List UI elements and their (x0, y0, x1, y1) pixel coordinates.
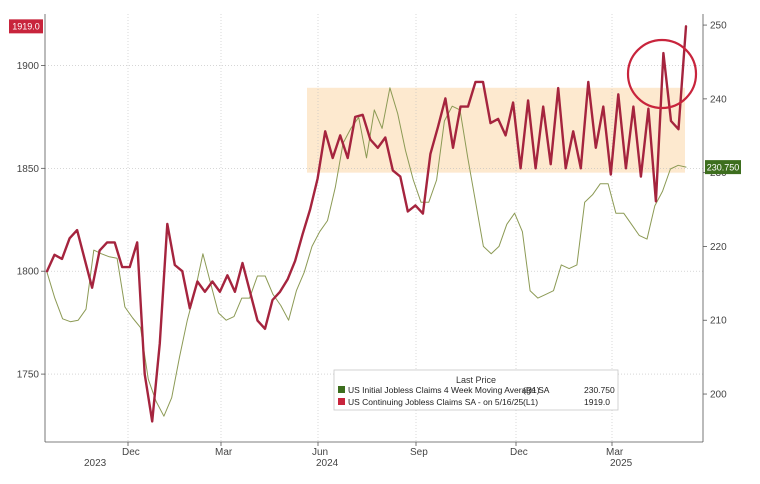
left-tick-label: 1900 (17, 61, 40, 72)
legend-swatch-initial-claims (338, 386, 345, 393)
legend-label-initial-claims: US Initial Jobless Claims 4 Week Moving … (348, 385, 550, 395)
legend-axis-initial-claims: (R1) (523, 385, 540, 395)
annotation-layer (626, 38, 698, 110)
legend: Last Price US Initial Jobless Claims 4 W… (333, 369, 619, 411)
highlight-band-layer (307, 87, 685, 173)
right-tick-label: 250 (710, 21, 727, 32)
right-tick-label: 200 (710, 390, 727, 401)
x-year-label: 2024 (316, 458, 339, 469)
x-tick-label: Jun (312, 447, 328, 458)
series-layer (45, 25, 688, 423)
x-tick-label: Mar (215, 447, 233, 458)
initial-claims-line (46, 87, 687, 417)
left-last-value-text: 1919.0 (12, 22, 40, 32)
axes-layer: 1750180018501900200210220230240250DecMar… (9, 14, 741, 469)
left-tick-label: 1850 (17, 164, 40, 175)
legend-box (333, 369, 619, 411)
highlight-band (307, 87, 685, 173)
right-last-value-text: 230.750 (707, 162, 740, 172)
x-tick-label: Dec (122, 447, 140, 458)
left-tick-label: 1750 (17, 370, 40, 381)
annotation-circle (626, 38, 698, 110)
x-tick-label: Sep (410, 447, 428, 458)
x-year-label: 2023 (84, 458, 107, 469)
legend-title: Last Price (456, 375, 496, 385)
right-tick-label: 240 (710, 94, 727, 105)
legend-value-initial-claims: 230.750 (584, 385, 615, 395)
continuing-claims-line (45, 25, 688, 423)
x-tick-label: Mar (606, 447, 624, 458)
x-tick-label: Dec (510, 447, 528, 458)
legend-value-continuing-claims: 1919.0 (584, 397, 610, 407)
legend-axis-continuing-claims: (L1) (523, 397, 538, 407)
x-year-label: 2025 (610, 458, 633, 469)
legend-swatch-continuing-claims (338, 398, 345, 405)
right-tick-label: 220 (710, 242, 727, 253)
left-tick-label: 1800 (17, 267, 40, 278)
left-last-value-badge (9, 19, 43, 34)
legend-label-continuing-claims: US Continuing Jobless Claims SA - on 5/1… (348, 397, 524, 407)
right-last-value-badge (705, 160, 741, 175)
right-tick-label: 210 (710, 316, 727, 327)
